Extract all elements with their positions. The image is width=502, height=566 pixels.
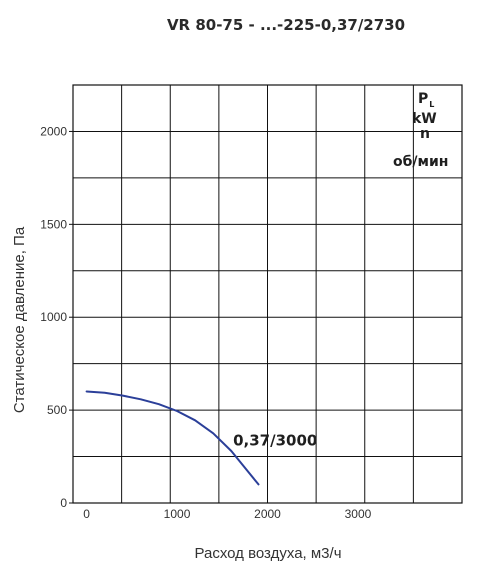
x-tick-label: 3000 <box>345 507 372 521</box>
y-tick-label: 500 <box>47 403 67 417</box>
y-tick-label: 2000 <box>40 124 67 138</box>
tick-labels: 0 500 1000 1500 2000 0 1000 2000 3000 <box>40 124 371 521</box>
x-axis-label: Расход воздуха, м3/ч <box>194 545 341 562</box>
legend-rpm-label: об/мин <box>393 154 448 170</box>
y-tick-label: 0 <box>60 496 67 510</box>
x-tick-label: 1000 <box>164 507 191 521</box>
grid <box>73 85 462 503</box>
chart-title: VR 80-75 - ...-225-0,37/2730 <box>167 16 405 34</box>
y-tick-label: 1500 <box>40 217 67 231</box>
series-label: 0,37/3000 <box>233 431 317 449</box>
x-tick-label: 0 <box>83 507 90 521</box>
y-axis-label: Статическое давление, Па <box>11 226 28 413</box>
legend-power-main: P <box>418 91 428 107</box>
legend-kw-label: kW <box>412 111 437 127</box>
legend-power-label: PL <box>418 91 434 109</box>
series-layer: 0,37/3000 <box>85 390 317 486</box>
y-tick-label: 1000 <box>40 310 67 324</box>
legend-n-label: n <box>420 126 430 142</box>
plot-frame <box>72 84 463 504</box>
legend: PL kW n об/мин <box>393 91 448 170</box>
series-line <box>85 390 260 486</box>
legend-power-sub: L <box>429 100 434 109</box>
x-tick-label: 2000 <box>254 507 281 521</box>
